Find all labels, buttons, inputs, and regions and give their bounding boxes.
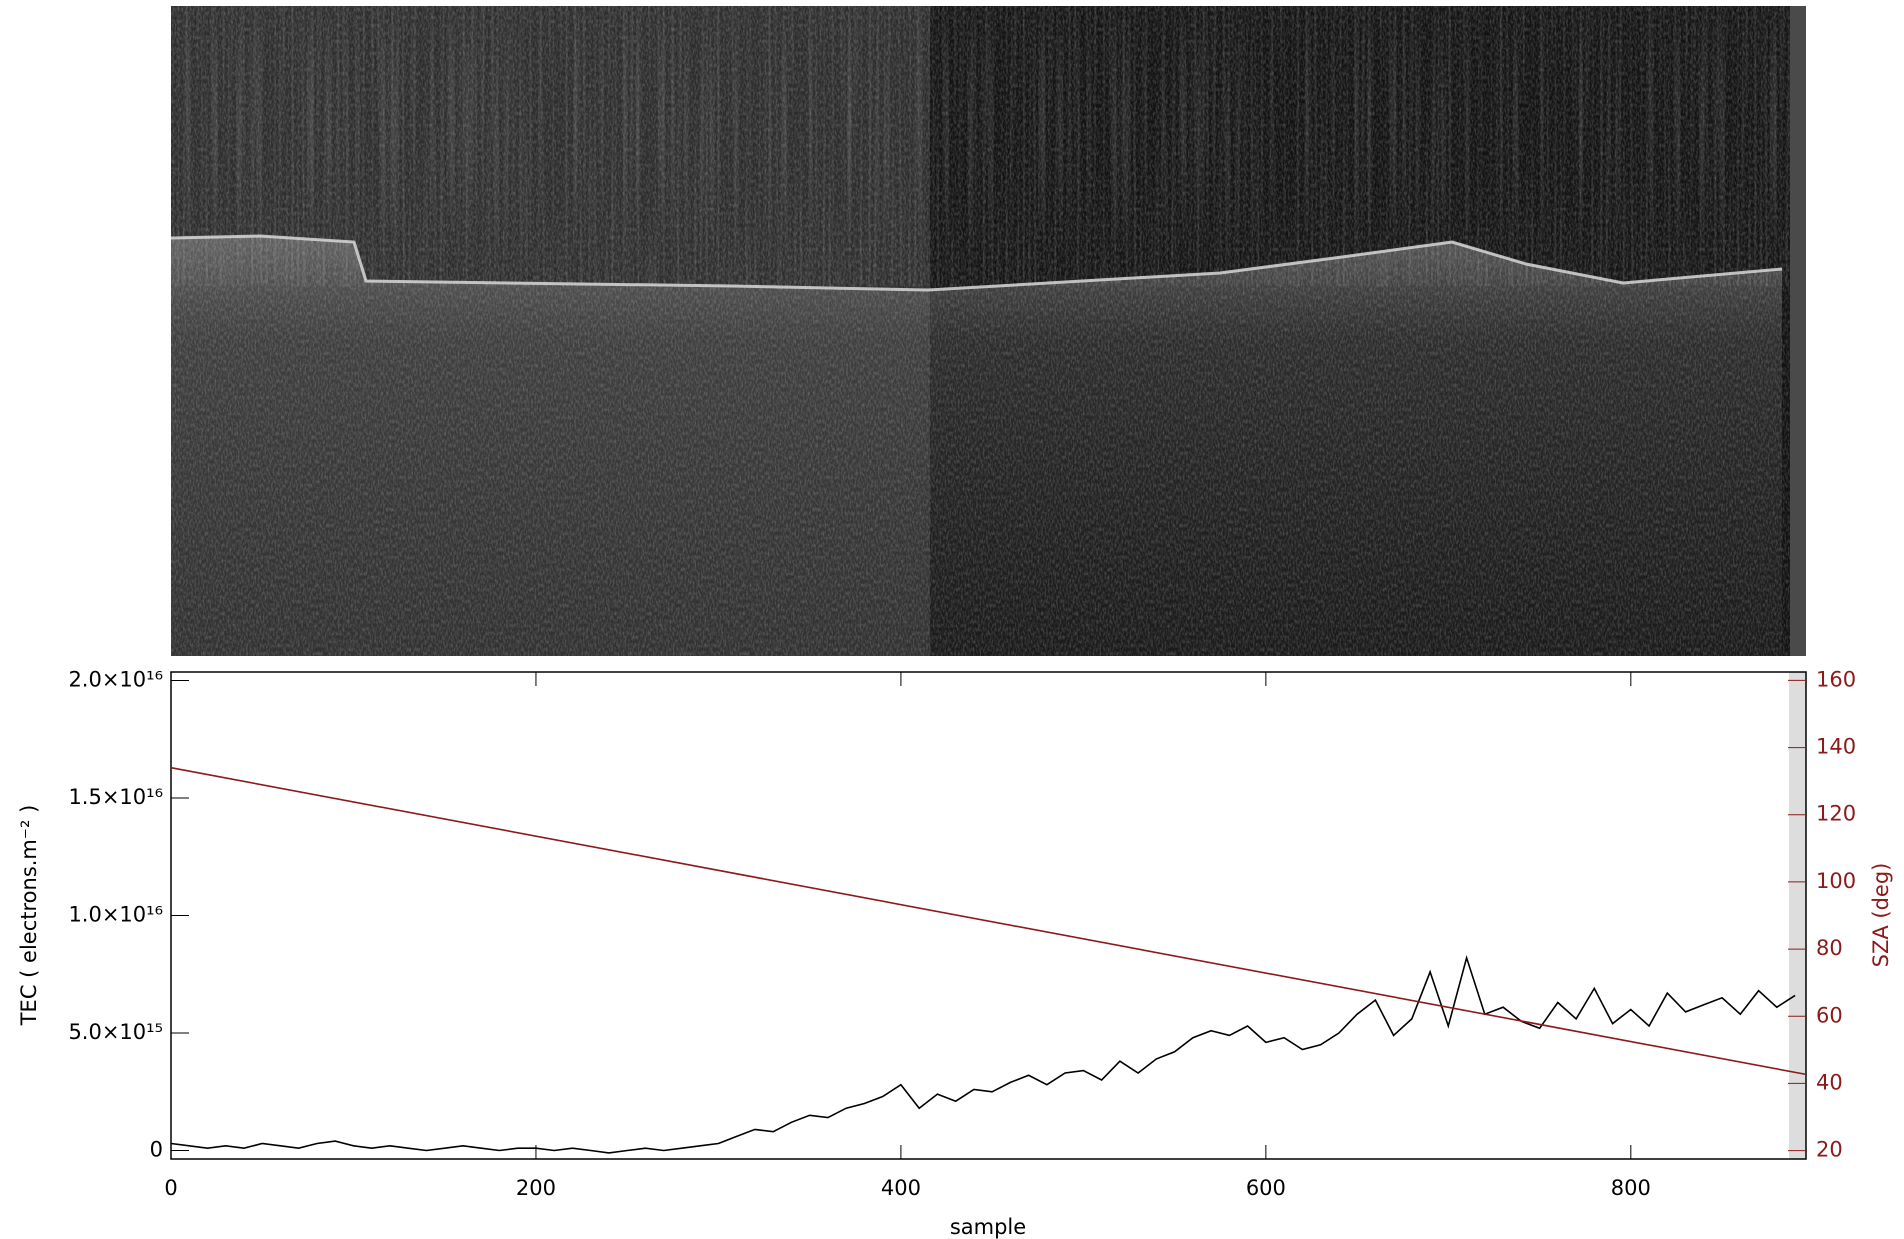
y2-axis-title: SZA (deg) [1869, 863, 1893, 968]
x-tick-label: 200 [516, 1176, 556, 1200]
radargram [170, 6, 1806, 656]
x-tick-label: 600 [1246, 1176, 1286, 1200]
y2-tick-label: 160 [1816, 667, 1856, 691]
y-tick-label: 0 [150, 1138, 163, 1162]
y2-tick-label: 60 [1816, 1003, 1843, 1027]
y2-tick-label: 140 [1816, 735, 1856, 759]
data-line [170, 766, 1807, 1076]
y2-tick-label: 100 [1816, 869, 1856, 893]
plot-frame [170, 671, 1807, 1160]
y-tick-label: 2.0×10¹⁶ [68, 667, 163, 691]
y2-tick-label: 80 [1816, 936, 1843, 960]
x-tick-label: 0 [164, 1176, 177, 1200]
x-axis-title: sample [950, 1215, 1026, 1239]
data-line [170, 954, 1796, 1154]
y2-tick-label: 40 [1816, 1070, 1843, 1094]
edge-band [1789, 672, 1806, 1159]
y-tick-label: 1.0×10¹⁶ [68, 903, 163, 927]
y2-tick-label: 20 [1816, 1138, 1843, 1162]
x-tick-label: 400 [881, 1176, 921, 1200]
y2-tick-label: 120 [1816, 802, 1856, 826]
y-tick-label: 5.0×10¹⁵ [68, 1020, 163, 1044]
x-tick-label: 800 [1611, 1176, 1651, 1200]
y-tick-label: 1.5×10¹⁶ [68, 785, 163, 809]
y-axis-title: TEC ( electrons.m⁻² ) [17, 805, 41, 1027]
